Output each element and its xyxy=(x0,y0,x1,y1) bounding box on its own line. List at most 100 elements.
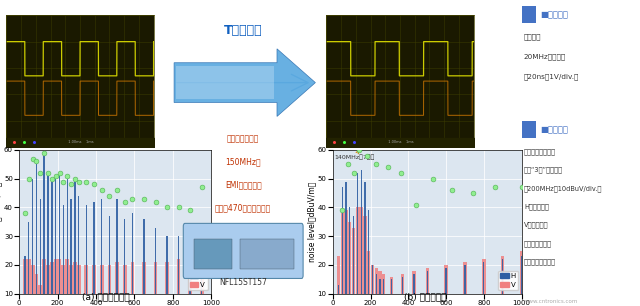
Point xyxy=(348,170,358,175)
Point xyxy=(337,208,348,213)
Bar xyxy=(391,279,392,294)
Text: 图中的点表示无: 图中的点表示无 xyxy=(524,240,552,247)
Bar xyxy=(501,256,504,294)
Point xyxy=(371,162,381,167)
Bar xyxy=(383,279,385,294)
Point xyxy=(24,176,34,181)
Point xyxy=(173,205,184,210)
Bar xyxy=(200,256,204,294)
Bar xyxy=(69,265,73,294)
Bar xyxy=(74,181,76,294)
Point xyxy=(51,174,61,178)
Bar xyxy=(372,265,373,294)
Bar xyxy=(143,219,145,294)
Bar xyxy=(101,199,102,294)
Point xyxy=(150,199,161,204)
Polygon shape xyxy=(174,49,316,117)
Bar xyxy=(44,156,45,294)
Bar xyxy=(67,179,68,294)
Bar xyxy=(54,259,58,294)
Text: ■下面部分: ■下面部分 xyxy=(541,125,568,134)
Bar xyxy=(65,259,69,294)
Point xyxy=(196,185,207,190)
Point xyxy=(343,162,353,167)
Text: 1.00ms    1ms: 1.00ms 1ms xyxy=(386,140,414,144)
Point xyxy=(58,179,68,184)
FancyBboxPatch shape xyxy=(240,239,294,269)
Point xyxy=(185,208,195,213)
FancyBboxPatch shape xyxy=(522,121,536,138)
Bar xyxy=(201,251,202,294)
Bar xyxy=(51,181,52,294)
Bar xyxy=(73,262,77,294)
Bar xyxy=(483,262,484,294)
Bar xyxy=(346,181,347,294)
Bar xyxy=(84,265,88,294)
Bar xyxy=(178,236,179,294)
Point xyxy=(383,165,393,170)
Bar xyxy=(47,176,49,294)
Text: （20ns、1V/div.）: （20ns、1V/div.） xyxy=(524,73,579,80)
Bar xyxy=(356,207,359,294)
Bar xyxy=(23,259,27,294)
Text: H：水平极化: H：水平极化 xyxy=(524,203,549,210)
Bar xyxy=(352,228,355,294)
Point xyxy=(20,211,30,216)
Text: ■上面部分: ■上面部分 xyxy=(541,11,568,20)
Bar xyxy=(382,274,385,294)
Bar xyxy=(50,262,54,294)
Text: (a) 不使用滤波器: (a) 不使用滤波器 xyxy=(82,293,129,301)
Bar xyxy=(123,265,127,294)
Text: EMI静噪滤波器: EMI静噪滤波器 xyxy=(225,181,262,189)
Text: V：垂直极化: V：垂直极化 xyxy=(524,222,548,229)
Point xyxy=(162,205,172,210)
Bar xyxy=(46,265,50,294)
Y-axis label: noise level（dBuV/m）: noise level（dBuV/m） xyxy=(0,182,3,262)
Bar xyxy=(55,179,56,294)
Point xyxy=(31,159,42,164)
Bar xyxy=(444,265,448,294)
Text: T型滤波器: T型滤波器 xyxy=(224,24,262,37)
Point xyxy=(39,150,49,155)
Bar xyxy=(100,265,104,294)
Point xyxy=(74,179,84,184)
Bar xyxy=(154,262,157,294)
Bar xyxy=(502,259,503,294)
Point xyxy=(428,176,438,181)
Bar xyxy=(77,265,81,294)
Bar xyxy=(342,187,343,294)
Bar xyxy=(189,242,191,294)
Bar xyxy=(155,228,156,294)
Bar xyxy=(63,205,64,294)
Point xyxy=(47,176,57,181)
Bar xyxy=(445,268,447,294)
Bar xyxy=(376,274,377,294)
Point xyxy=(104,193,115,198)
Bar xyxy=(380,279,381,294)
Bar xyxy=(108,265,111,294)
Point xyxy=(35,170,45,175)
Point xyxy=(396,170,406,175)
Bar xyxy=(42,259,46,294)
Bar xyxy=(337,256,340,294)
Bar xyxy=(28,222,29,294)
Bar xyxy=(348,222,351,294)
Point xyxy=(81,179,92,184)
Text: 150MHz的: 150MHz的 xyxy=(225,158,261,166)
Legend: H, V: H, V xyxy=(188,271,208,290)
Bar xyxy=(116,199,118,294)
Point xyxy=(120,199,130,204)
Bar xyxy=(427,271,428,294)
Text: （200MHz、10dBuV/div.）: （200MHz、10dBuV/div.） xyxy=(524,185,602,192)
Bar xyxy=(36,164,37,294)
Point xyxy=(54,170,65,175)
Point xyxy=(516,185,527,190)
Bar xyxy=(520,251,524,294)
Text: 信号波形: 信号波形 xyxy=(524,34,541,40)
Bar xyxy=(356,173,358,294)
Text: 20MHz时钟信号: 20MHz时钟信号 xyxy=(524,54,566,60)
Bar xyxy=(40,199,41,294)
Bar xyxy=(349,207,350,294)
Bar xyxy=(70,199,72,294)
Bar xyxy=(360,170,362,294)
